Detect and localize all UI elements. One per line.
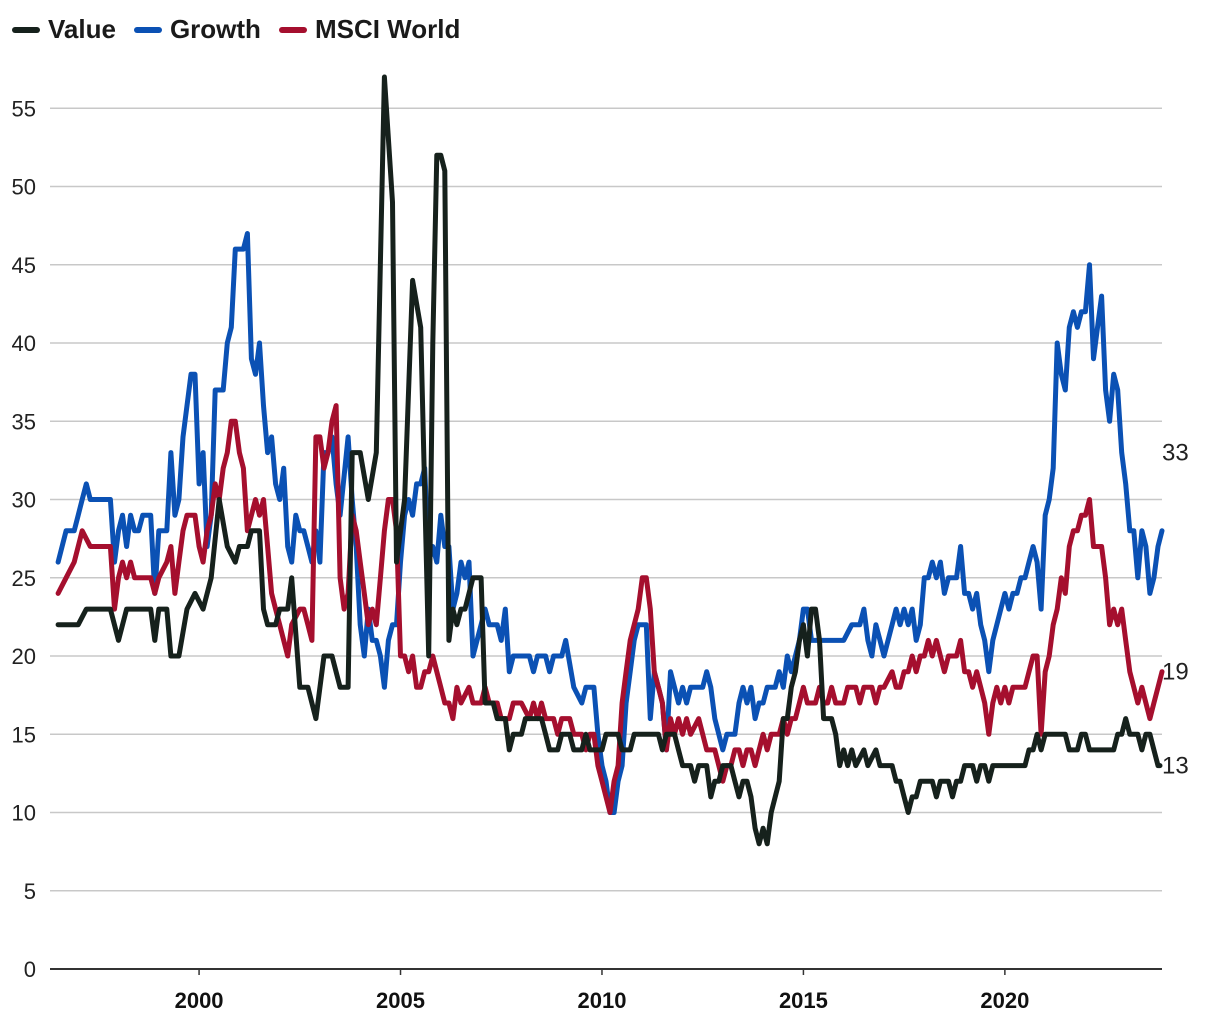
- legend-swatch-growth: [133, 26, 162, 33]
- y-tick-label-5: 5: [24, 879, 36, 904]
- legend: Value Growth MSCI World: [12, 14, 460, 45]
- x-tick-label-2010: 2010: [577, 988, 626, 1013]
- y-tick-label-50: 50: [12, 175, 36, 200]
- legend-label-growth: Growth: [169, 14, 261, 44]
- y-tick-label-40: 40: [12, 331, 36, 356]
- series-lines: [55, 74, 1165, 847]
- y-tick-label-35: 35: [12, 409, 36, 434]
- y-tick-label-15: 15: [12, 722, 36, 747]
- legend-label-msci-world: MSCI World: [314, 14, 461, 44]
- y-tick-label-55: 55: [12, 96, 36, 121]
- legend-swatch-value: [12, 26, 40, 33]
- x-tick-label-2000: 2000: [175, 988, 224, 1013]
- y-tick-label-45: 45: [12, 253, 36, 278]
- x-tick-label-2005: 2005: [376, 988, 425, 1013]
- series-line-value: [55, 74, 1163, 847]
- end-label-value: 13: [1162, 753, 1189, 780]
- y-tick-label-30: 30: [12, 488, 36, 513]
- legend-swatch-msci-world: [278, 26, 307, 33]
- legend-item-value[interactable]: Value: [12, 14, 116, 45]
- legend-label-value: Value: [48, 14, 116, 44]
- end-label-growth: 33: [1162, 440, 1189, 467]
- y-tick-label-10: 10: [12, 801, 36, 826]
- x-tick-label-2015: 2015: [779, 988, 828, 1013]
- legend-item-growth[interactable]: Growth: [133, 14, 261, 45]
- y-tick-label-20: 20: [12, 644, 36, 669]
- y-axis-ticks: 0 5 10 15 20 25 30 35 40 45 50 55: [12, 96, 36, 982]
- y-tick-label-25: 25: [12, 566, 36, 591]
- legend-item-msci-world[interactable]: MSCI World: [278, 14, 461, 45]
- series-line-growth: [55, 231, 1165, 815]
- y-tick-label-0: 0: [24, 957, 36, 982]
- series-line-msci-world: [55, 403, 1165, 815]
- end-labels: 13 33 19: [1162, 440, 1189, 780]
- x-axis-ticks: 2000 2005 2010 2015 2020: [175, 969, 1029, 1013]
- end-label-msci-world: 19: [1162, 659, 1189, 686]
- x-tick-label-2020: 2020: [980, 988, 1029, 1013]
